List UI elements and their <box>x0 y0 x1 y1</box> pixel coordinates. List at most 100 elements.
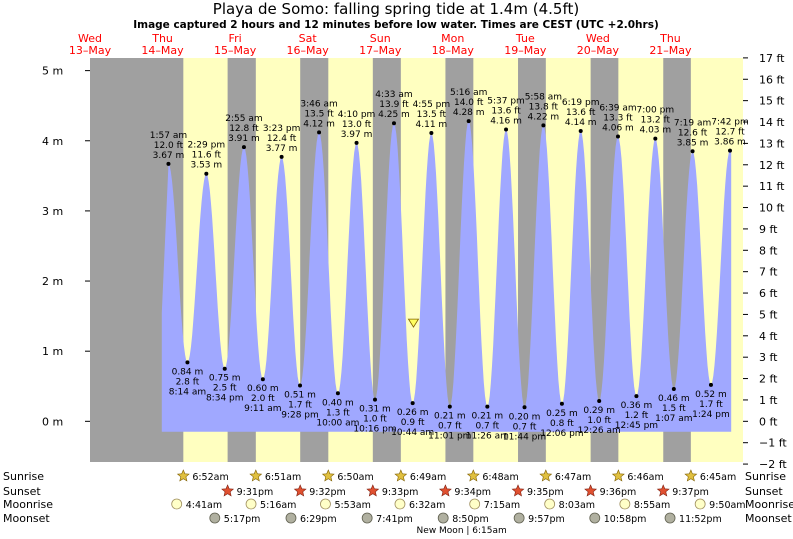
left-tick-label: 1 m <box>42 345 63 358</box>
high-tide-label: 4.25 m <box>378 110 410 120</box>
low-tide-label: 0.31 m <box>359 405 391 415</box>
sunrise-icon <box>394 469 408 482</box>
moonrise-icon <box>320 498 331 510</box>
day-date: 13–May <box>69 44 112 57</box>
high-tide-label: 5:16 am <box>450 88 487 98</box>
low-tide-point <box>597 398 602 403</box>
row-label-left: Moonset <box>3 512 50 525</box>
high-tide-label: 12.8 ft <box>229 124 259 134</box>
low-tide-label: 1.5 ft <box>662 404 686 414</box>
high-tide-label: 3.85 m <box>677 138 709 148</box>
high-tide-label: 4.06 m <box>602 124 634 134</box>
sunrise-time: 6:47am <box>555 472 591 483</box>
current-level-marker <box>407 318 420 328</box>
sunset-time: 9:34pm <box>454 487 491 498</box>
low-tide-point <box>372 397 377 402</box>
low-tide-point <box>671 387 676 392</box>
right-tick-label: 5 ft <box>759 308 778 321</box>
moonset-time: 8:50pm <box>452 514 489 525</box>
right-tick-label: 7 ft <box>759 266 778 279</box>
high-tide-label: 14.0 ft <box>454 98 484 108</box>
moonrise-icon <box>171 498 183 510</box>
high-tide-label: 2:55 am <box>225 114 262 124</box>
high-tide-label: 13.9 ft <box>379 100 409 110</box>
moonrise-icon <box>694 498 706 510</box>
high-tide-label: 3.53 m <box>190 161 222 171</box>
row-label-right: Moonset <box>745 512 792 525</box>
high-tide-label: 4.03 m <box>639 126 671 136</box>
right-tick-label: 9 ft <box>759 223 778 236</box>
low-tide-label: 0.36 m <box>621 401 653 411</box>
sunset-icon <box>511 484 525 497</box>
sunset-time: 9:32pm <box>309 487 346 498</box>
sunset-icon <box>584 484 598 497</box>
low-tide-label: 0.8 ft <box>550 419 574 429</box>
low-tide-label: 0.7 ft <box>513 422 537 432</box>
low-tide-label: 0.29 m <box>583 406 615 416</box>
high-tide-point <box>317 130 322 135</box>
sunrise-icon <box>176 469 190 482</box>
day-date: 18–May <box>432 44 475 57</box>
chart-title: Playa de Somo: falling spring tide at 1.… <box>213 0 579 18</box>
low-tide-point <box>708 382 713 387</box>
high-tide-label: 4.11 m <box>416 120 448 130</box>
right-tick-label: 12 ft <box>759 159 785 172</box>
moonrise-time: 7:15am <box>484 500 520 511</box>
low-tide-label: 10:00 am <box>316 418 359 428</box>
low-tide-label: 1.2 ft <box>625 411 649 421</box>
moonrise-time: 4:41am <box>186 500 222 511</box>
moonset-icon <box>664 512 676 524</box>
high-tide-label: 13.8 ft <box>529 102 559 112</box>
low-tide-label: 0.60 m <box>247 384 279 394</box>
high-tide-point <box>653 136 658 141</box>
high-tide-label: 3.91 m <box>228 134 260 144</box>
sunrise-time: 6:46am <box>627 472 663 483</box>
low-tide-label: 10:16 pm <box>353 425 396 435</box>
high-tide-point <box>615 134 620 139</box>
moonrise-icon <box>245 498 257 510</box>
high-tide-label: 7:19 am <box>674 118 711 128</box>
high-tide-label: 5:37 pm <box>487 97 525 107</box>
sunrise-icon <box>321 469 335 482</box>
high-tide-point <box>241 145 246 150</box>
low-tide-label: 2.5 ft <box>213 384 237 394</box>
high-tide-label: 3:46 am <box>300 99 337 109</box>
high-tide-label: 1:57 am <box>150 131 187 141</box>
high-tide-label: 5:58 am <box>525 92 562 102</box>
chart-subtitle: Image captured 2 hours and 12 minutes be… <box>133 19 659 31</box>
sunset-time: 9:35pm <box>527 487 564 498</box>
right-tick-label: 16 ft <box>759 73 785 86</box>
high-tide-label: 12.6 ft <box>678 128 708 138</box>
moonset-icon <box>437 512 449 524</box>
day-name: Thu <box>659 32 681 45</box>
low-tide-label: 2.8 ft <box>176 377 200 387</box>
moonset-icon <box>209 512 221 524</box>
low-tide-label: 0.40 m <box>322 398 354 408</box>
day-date: 15–May <box>214 44 257 57</box>
low-tide-label: 0.9 ft <box>401 418 425 428</box>
sunrise-icon <box>684 469 698 482</box>
tide-curve <box>161 121 732 432</box>
sunset-icon <box>293 484 307 497</box>
high-tide-point <box>204 171 209 176</box>
sunset-icon <box>438 484 452 497</box>
row-label-left: Moonrise <box>3 498 53 511</box>
row-label-right: Sunrise <box>745 470 786 483</box>
right-tick-label: 1 ft <box>759 394 778 407</box>
low-tide-label: 1:24 pm <box>692 410 730 420</box>
sunrise-icon <box>539 469 553 482</box>
low-tide-label: 0.75 m <box>209 374 241 384</box>
tide-area <box>161 121 732 432</box>
moonrise-icon <box>619 498 631 510</box>
right-tick-label: −1 ft <box>759 437 787 450</box>
sunrise-icon <box>611 469 625 482</box>
low-tide-label: 1.0 ft <box>587 416 611 426</box>
high-tide-label: 13.2 ft <box>641 116 671 126</box>
axes: 0 m 1 m 2 m 3 m 4 m 5 m −2 ft −1 ft 0 ft 1 ft 2 ft… <box>42 52 787 471</box>
sunrise-time: 6:50am <box>337 472 373 483</box>
high-tide-label: 13.6 ft <box>491 107 521 117</box>
high-tide-label: 4.22 m <box>528 112 560 122</box>
high-tide-point <box>166 161 171 166</box>
low-tide-label: 1:07 am <box>655 414 692 424</box>
right-tick-label: 10 ft <box>759 202 785 215</box>
